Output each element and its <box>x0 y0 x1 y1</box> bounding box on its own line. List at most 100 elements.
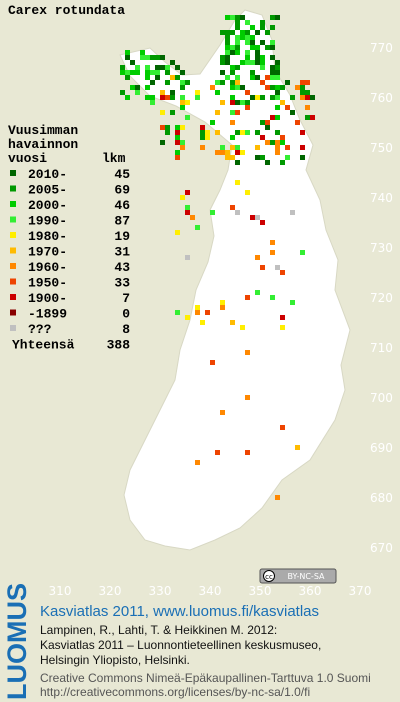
observation-square <box>285 145 290 150</box>
observation-square <box>250 40 255 45</box>
observation-square <box>270 65 275 70</box>
observation-square <box>300 250 305 255</box>
observation-square <box>205 310 210 315</box>
observation-square <box>165 80 170 85</box>
observation-square <box>255 255 260 260</box>
observation-square <box>310 95 315 100</box>
observation-square <box>220 55 225 60</box>
observation-square <box>235 75 240 80</box>
observation-square <box>230 30 235 35</box>
legend-swatch <box>10 247 16 254</box>
observation-square <box>235 160 240 165</box>
observation-square <box>300 90 305 95</box>
observation-square <box>255 95 260 100</box>
x-grid-label: 320 <box>99 584 122 598</box>
observation-square <box>280 325 285 330</box>
observation-square <box>195 225 200 230</box>
observation-square <box>120 90 125 95</box>
observation-square <box>200 145 205 150</box>
observation-square <box>225 40 230 45</box>
badge-text: BY-NC-SA <box>287 572 325 581</box>
observation-square <box>230 80 235 85</box>
observation-square <box>225 30 230 35</box>
observation-square <box>275 95 280 100</box>
observation-square <box>265 45 270 50</box>
finland-outline <box>119 9 351 551</box>
observation-square <box>230 155 235 160</box>
observation-square <box>235 40 240 45</box>
observation-square <box>240 60 245 65</box>
observation-square <box>215 130 220 135</box>
y-grid-label: 750 <box>370 141 393 155</box>
license-url[interactable]: http://creativecommons.org/licenses/by-n… <box>40 685 310 699</box>
observation-square <box>245 90 250 95</box>
observation-square <box>275 105 280 110</box>
observation-square <box>130 70 135 75</box>
x-grid-label: 330 <box>149 584 172 598</box>
legend-swatch <box>10 201 16 207</box>
observation-square <box>270 250 275 255</box>
observation-square <box>180 125 185 130</box>
observation-square <box>150 95 155 100</box>
legend-count: 45 <box>114 167 130 182</box>
legend-heading: Vuusimman <box>8 123 78 138</box>
legend-label: 2005- <box>28 183 67 198</box>
observation-square <box>225 150 230 155</box>
observation-square <box>205 135 210 140</box>
observation-square <box>230 65 235 70</box>
observation-square <box>170 95 175 100</box>
observation-square <box>270 25 275 30</box>
observation-square <box>235 85 240 90</box>
observation-square <box>250 70 255 75</box>
atlas-link[interactable]: Kasviatlas 2011, www.luomus.fi/kasviatla… <box>40 603 319 620</box>
observation-square <box>245 60 250 65</box>
observation-square <box>230 145 235 150</box>
legend-count: 8 <box>122 322 130 337</box>
observation-square <box>245 40 250 45</box>
legend-total: 388 <box>107 338 131 353</box>
svg-text:cc: cc <box>265 573 273 581</box>
observation-square <box>225 75 230 80</box>
x-grid-label: 360 <box>299 584 322 598</box>
observation-square <box>275 495 280 500</box>
observation-square <box>165 95 170 100</box>
observation-square <box>265 120 270 125</box>
observation-square <box>250 215 255 220</box>
observation-square <box>235 100 240 105</box>
observation-square <box>280 160 285 165</box>
observation-square <box>235 145 240 150</box>
observation-square <box>260 60 265 65</box>
legend-label: 1970- <box>28 245 67 260</box>
observation-square <box>220 305 225 310</box>
observation-square <box>275 265 280 270</box>
observation-square <box>250 25 255 30</box>
observation-square <box>295 85 300 90</box>
observation-square <box>170 60 175 65</box>
legend-count: 87 <box>114 214 130 229</box>
observation-square <box>220 30 225 35</box>
observation-square <box>265 30 270 35</box>
observation-square <box>160 55 165 60</box>
observation-square <box>215 450 220 455</box>
observation-square <box>180 105 185 110</box>
observation-square <box>220 70 225 75</box>
observation-square <box>260 265 265 270</box>
observation-square <box>170 75 175 80</box>
observation-square <box>245 20 250 25</box>
observation-square <box>175 230 180 235</box>
observation-square <box>220 60 225 65</box>
observation-square <box>300 95 305 100</box>
observation-square <box>200 320 205 325</box>
legend-heading: vuosi <box>8 151 47 166</box>
observation-square <box>125 75 130 80</box>
observation-square <box>275 150 280 155</box>
legend-swatch <box>10 309 16 316</box>
observation-square <box>245 130 250 135</box>
observation-square <box>180 140 185 145</box>
legend-label: 1960- <box>28 260 67 275</box>
observation-square <box>185 205 190 210</box>
observation-square <box>225 15 230 20</box>
observation-square <box>215 150 220 155</box>
legend-count: 0 <box>122 307 130 322</box>
observation-square <box>225 35 230 40</box>
